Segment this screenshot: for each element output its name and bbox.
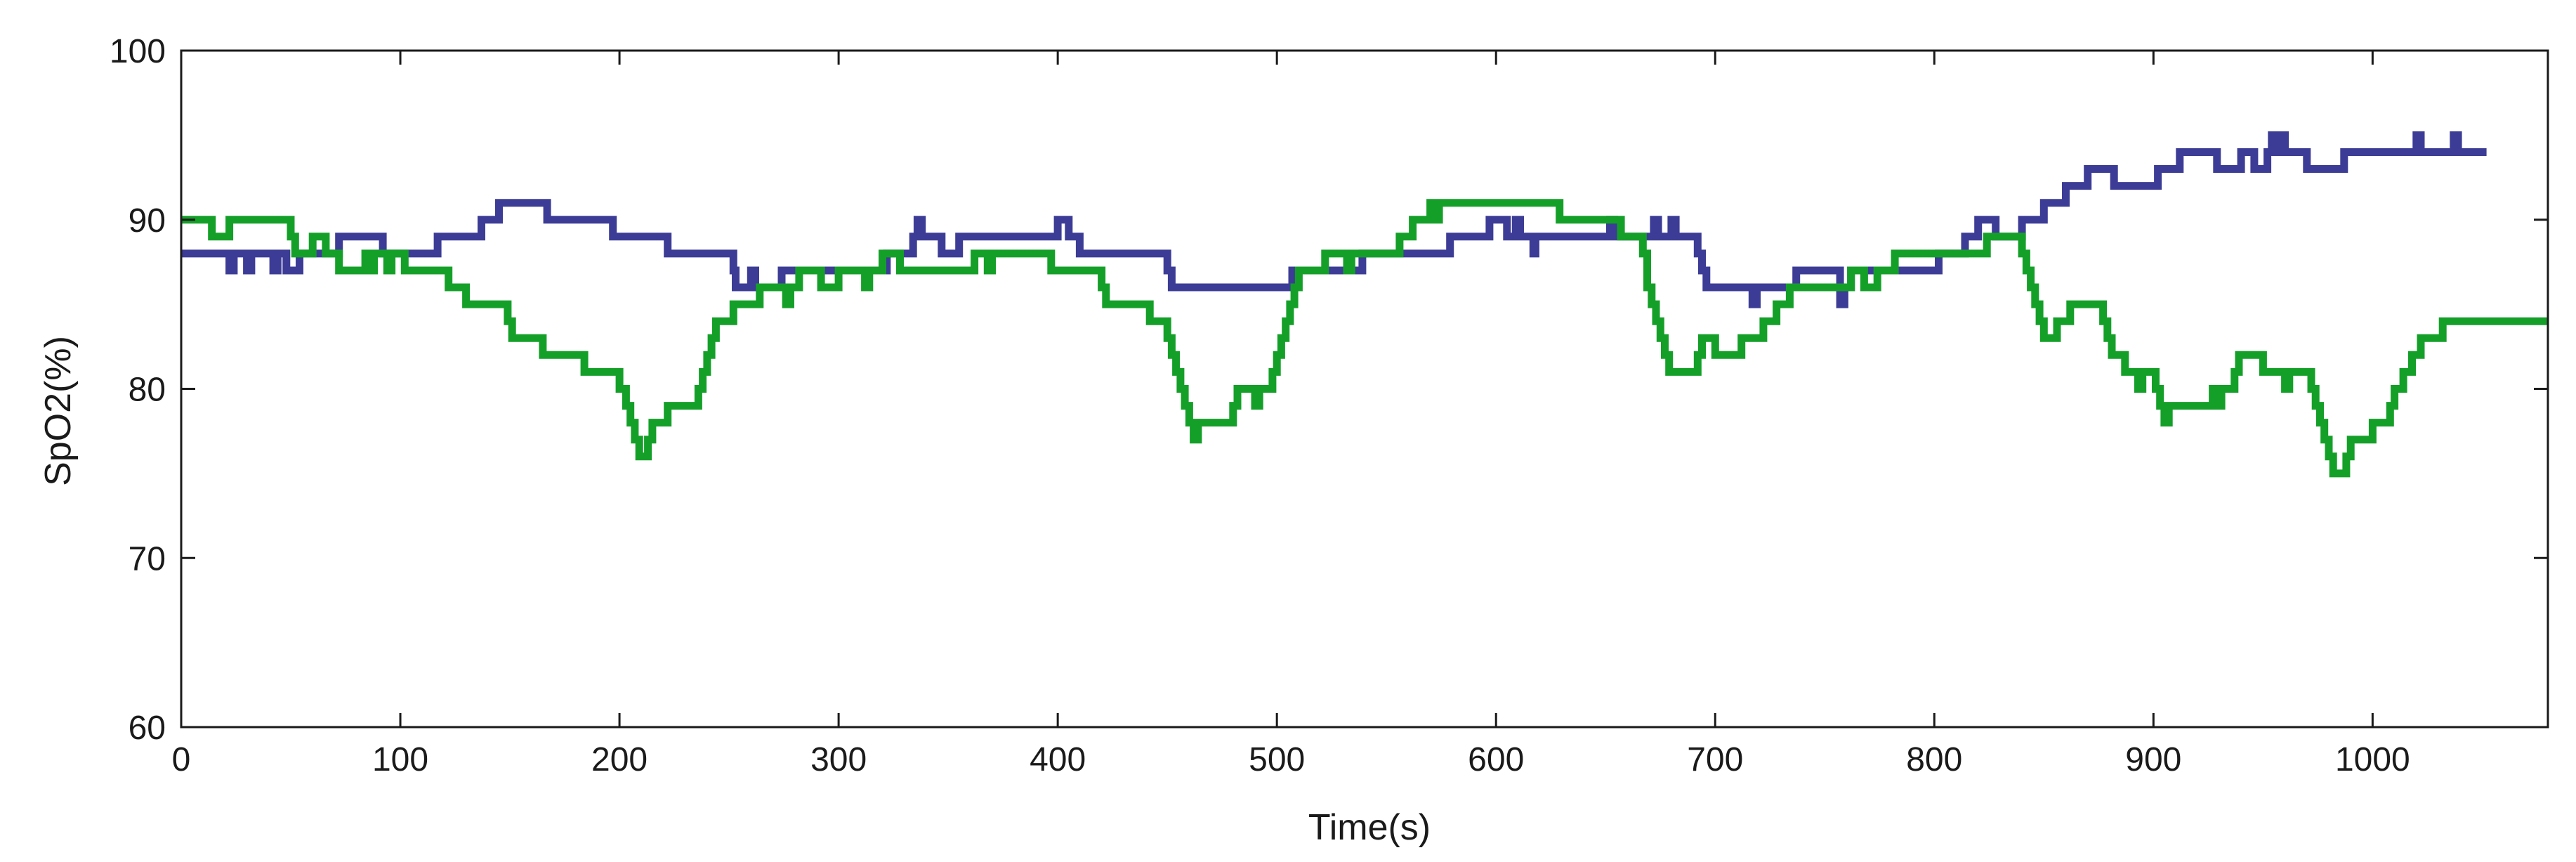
series-line-2: [181, 199, 2548, 478]
x-tick-label: 500: [1249, 741, 1305, 778]
x-tick-label: 200: [591, 741, 648, 778]
series-layer: [181, 131, 2548, 478]
x-axis-label: Time(s): [1308, 807, 1431, 848]
y-tick-label: 90: [129, 202, 166, 240]
y-tick-label: 100: [110, 33, 166, 70]
x-tick-label: 600: [1468, 741, 1524, 778]
y-tick-label: 80: [129, 372, 166, 409]
x-tick-label: 0: [172, 741, 191, 778]
x-tick-label: 700: [1687, 741, 1743, 778]
y-tick-label: 70: [129, 540, 166, 577]
x-tick-label: 900: [2125, 741, 2181, 778]
y-tick-label: 60: [129, 710, 166, 747]
series-line-1: [181, 131, 2487, 308]
x-tick-label: 100: [372, 741, 428, 778]
axes-layer: 0 100 200 300 400 500 600 700 800 900 1000 60 70 80 90…: [110, 33, 2549, 778]
y-axis-label: SpO2(%): [38, 336, 79, 486]
x-tick-label: 1000: [2335, 741, 2410, 778]
x-tick-label: 400: [1030, 741, 1086, 778]
x-tick-label: 800: [1906, 741, 1962, 778]
x-tick-label: 300: [810, 741, 867, 778]
